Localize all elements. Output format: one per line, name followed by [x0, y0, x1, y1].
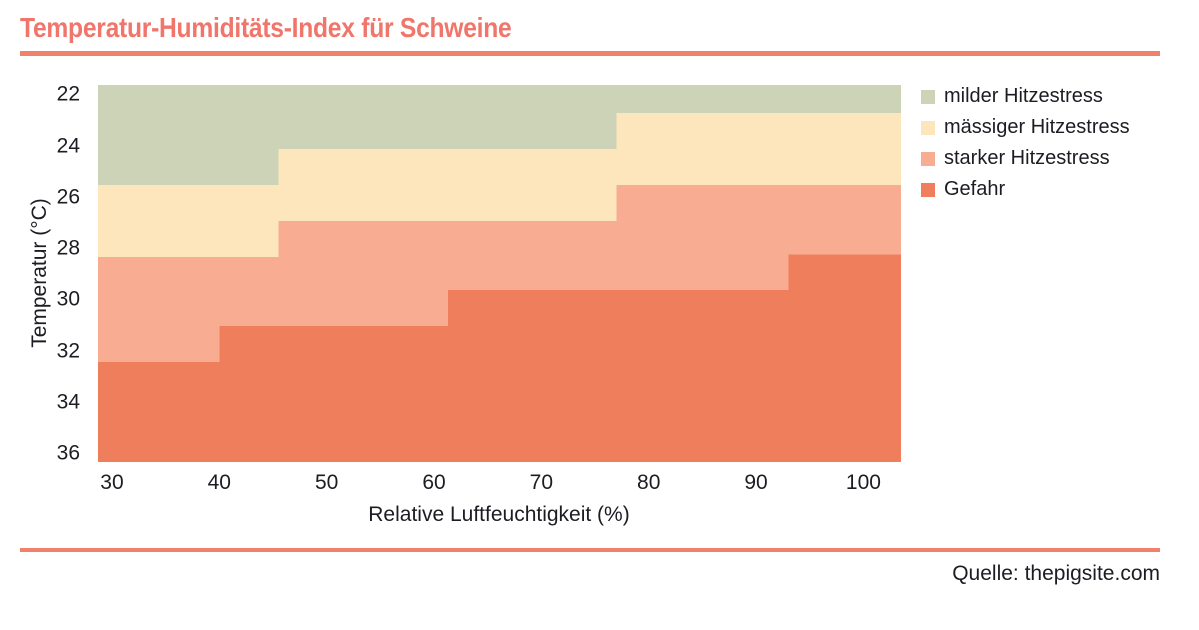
legend: milder Hitzestress mässiger Hitzestress st…	[921, 81, 1130, 205]
bottom-rule	[20, 548, 1160, 552]
title-rule	[20, 51, 1160, 56]
y-tick-label: 26	[56, 185, 80, 209]
legend-item-milder-hitzestress: milder Hitzestress	[921, 81, 1130, 112]
x-tick-label: 70	[529, 471, 554, 494]
plot-area	[98, 85, 901, 462]
legend-item-m-ssiger-hitzestress: mässiger Hitzestress	[921, 112, 1130, 143]
x-tick-label: 40	[207, 471, 231, 494]
y-tick-label: 34	[56, 390, 80, 414]
legend-label: starker Hitzestress	[944, 147, 1110, 169]
zone-milder-hitzestress	[98, 85, 901, 185]
legend-item-gefahr: Gefahr	[921, 174, 1130, 205]
y-tick-label: 28	[56, 236, 80, 260]
page-title: Temperatur-Humiditäts-Index für Schweine	[20, 12, 512, 43]
x-tick-label: 80	[637, 471, 661, 494]
x-tick-label: 60	[422, 471, 446, 494]
legend-label: Gefahr	[944, 178, 1006, 200]
legend-swatch-icon	[921, 151, 935, 166]
legend-swatch-icon	[921, 182, 935, 197]
x-axis-label: Relative Luftfeuchtigkeit (%)	[368, 503, 630, 526]
y-tick-label: 22	[56, 82, 80, 106]
legend-swatch-icon	[921, 89, 935, 104]
y-tick-label: 24	[56, 134, 80, 158]
source-credit: Quelle: thepigsite.com	[952, 562, 1160, 585]
x-tick-label: 100	[845, 471, 881, 494]
y-tick-label: 30	[56, 287, 80, 311]
x-tick-label: 30	[100, 471, 124, 494]
y-axis-label: Temperatur (°C)	[28, 198, 51, 348]
y-tick-label: 36	[56, 441, 80, 465]
legend-swatch-icon	[921, 120, 935, 135]
x-tick-label: 90	[744, 471, 768, 494]
legend-label: mässiger Hitzestress	[944, 116, 1130, 138]
y-tick-label: 32	[56, 339, 80, 363]
legend-label: milder Hitzestress	[944, 85, 1103, 107]
legend-item-starker-hitzestress: starker Hitzestress	[921, 143, 1130, 174]
x-tick-label: 50	[314, 471, 339, 494]
